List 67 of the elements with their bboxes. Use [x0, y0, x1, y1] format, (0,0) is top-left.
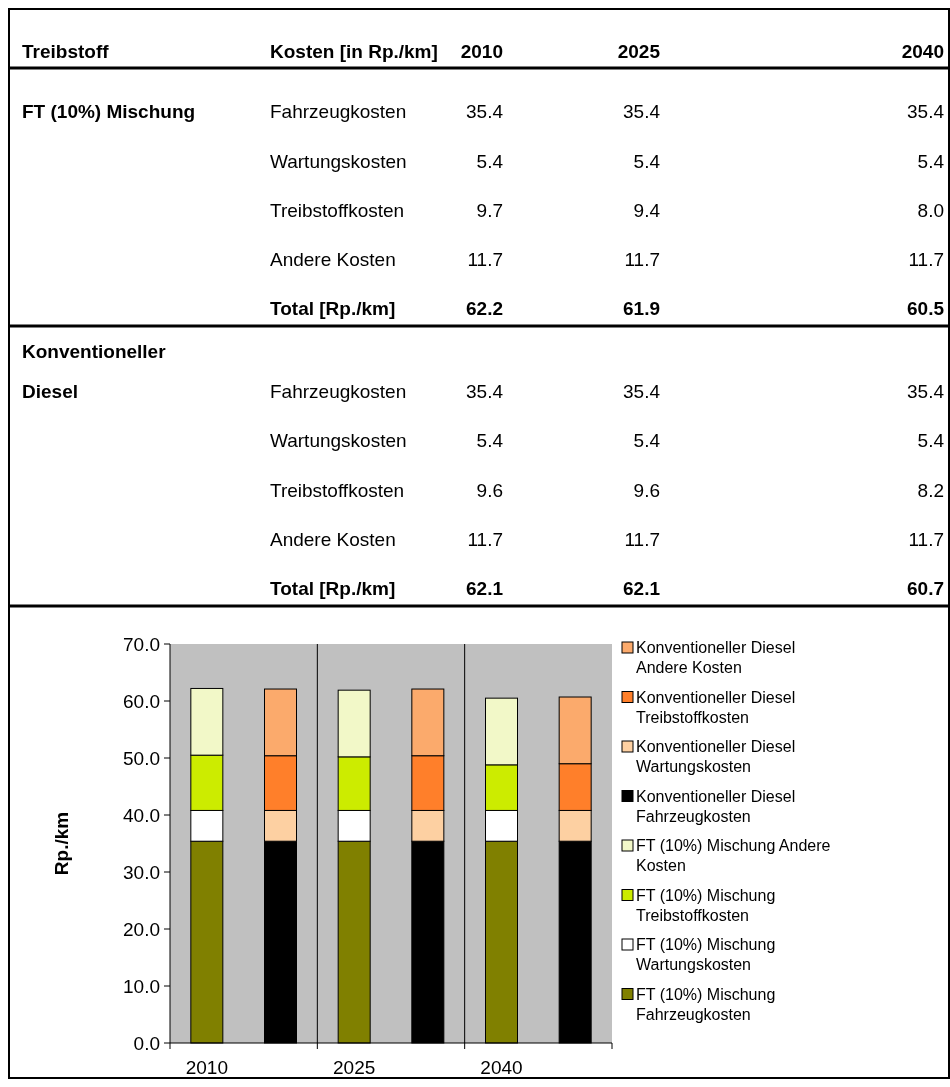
text: 35.4	[907, 381, 945, 402]
text: 35.4	[623, 381, 661, 402]
text: 5.4	[917, 430, 945, 451]
y-axis-title: Rp./km	[51, 811, 72, 876]
legend-label: Konventioneller Diesel Andere Kosten	[636, 639, 796, 676]
text: 35.4	[623, 101, 661, 122]
text: Treibstoffkosten	[270, 200, 405, 221]
legend-label: FT (10%) Mischung Fahrzeugkosten	[636, 985, 776, 1023]
legend-label: FT (10%) Mischung Treibstoffkosten	[636, 886, 776, 924]
legend-label: Konventioneller Diesel Treibstoffkosten	[636, 688, 796, 726]
y-tick-label: 20.0	[123, 919, 160, 940]
text: 11.7	[624, 529, 660, 550]
text: 9.7	[476, 200, 503, 221]
text: Fahrzeugkosten	[270, 381, 407, 402]
text: 5.4	[633, 151, 661, 172]
text: 9.6	[633, 480, 660, 501]
text: 9.6	[476, 480, 503, 501]
text: 11.7	[908, 249, 944, 270]
y-tick-label: 10.0	[123, 976, 160, 997]
x-tick-label: 2025	[333, 1057, 376, 1078]
y-tick-label: 40.0	[123, 805, 160, 826]
text: 11.7	[467, 529, 503, 550]
text: Kosten [in Rp./km]	[270, 41, 438, 62]
text: Total [Rp./km]	[270, 298, 396, 319]
text: 11.7	[624, 249, 660, 270]
text: 5.4	[917, 151, 945, 172]
text: Total [Rp./km]	[270, 578, 396, 599]
text: 35.4	[466, 381, 504, 402]
legend-label: FT (10%) Mischung Andere Kosten	[636, 837, 831, 874]
text: 35.4	[466, 101, 504, 122]
text: 9.4	[633, 200, 661, 221]
text: 62.1	[466, 578, 504, 599]
text: 62.2	[466, 298, 503, 319]
text: 60.5	[907, 298, 945, 319]
y-tick-label: 60.0	[123, 691, 160, 712]
y-tick-label: 0.0	[133, 1033, 160, 1054]
text: 5.4	[476, 430, 504, 451]
text: 35.4	[907, 101, 945, 122]
text: FT (10%) Mischung	[22, 101, 196, 122]
text: 8.0	[917, 200, 944, 221]
text: Wartungskosten	[270, 430, 407, 451]
text: 2025	[617, 41, 661, 62]
text: 61.9	[623, 298, 660, 319]
text: 2010	[460, 41, 503, 62]
text: 62.1	[623, 578, 661, 599]
y-tick-label: 50.0	[123, 748, 160, 769]
y-tick-label: 70.0	[123, 634, 160, 655]
text: Andere Kosten	[270, 529, 396, 550]
x-tick-label: 2010	[185, 1057, 228, 1078]
legend-label: Konventioneller Diesel Fahrzeugkosten	[636, 787, 796, 825]
y-tick-label: 30.0	[123, 862, 160, 883]
legend-label: FT (10%) Mischung Wartungskosten	[636, 936, 776, 973]
text: 8.2	[917, 480, 944, 501]
x-tick-label: 2040	[480, 1057, 523, 1078]
text: Wartungskosten	[270, 151, 407, 172]
text: Andere Kosten	[270, 249, 396, 270]
text: Treibstoffkosten	[270, 480, 405, 501]
text: 11.7	[908, 529, 944, 550]
text: 5.4	[633, 430, 661, 451]
text: 60.7	[907, 578, 944, 599]
text: 5.4	[476, 151, 504, 172]
text: Treibstoff	[22, 41, 110, 62]
text: Fahrzeugkosten	[270, 101, 407, 122]
text: Konventioneller Diesel	[22, 341, 167, 402]
text: 11.7	[467, 249, 503, 270]
text: 2040	[901, 41, 944, 62]
legend-label: Konventioneller Diesel Wartungskosten	[636, 738, 796, 775]
